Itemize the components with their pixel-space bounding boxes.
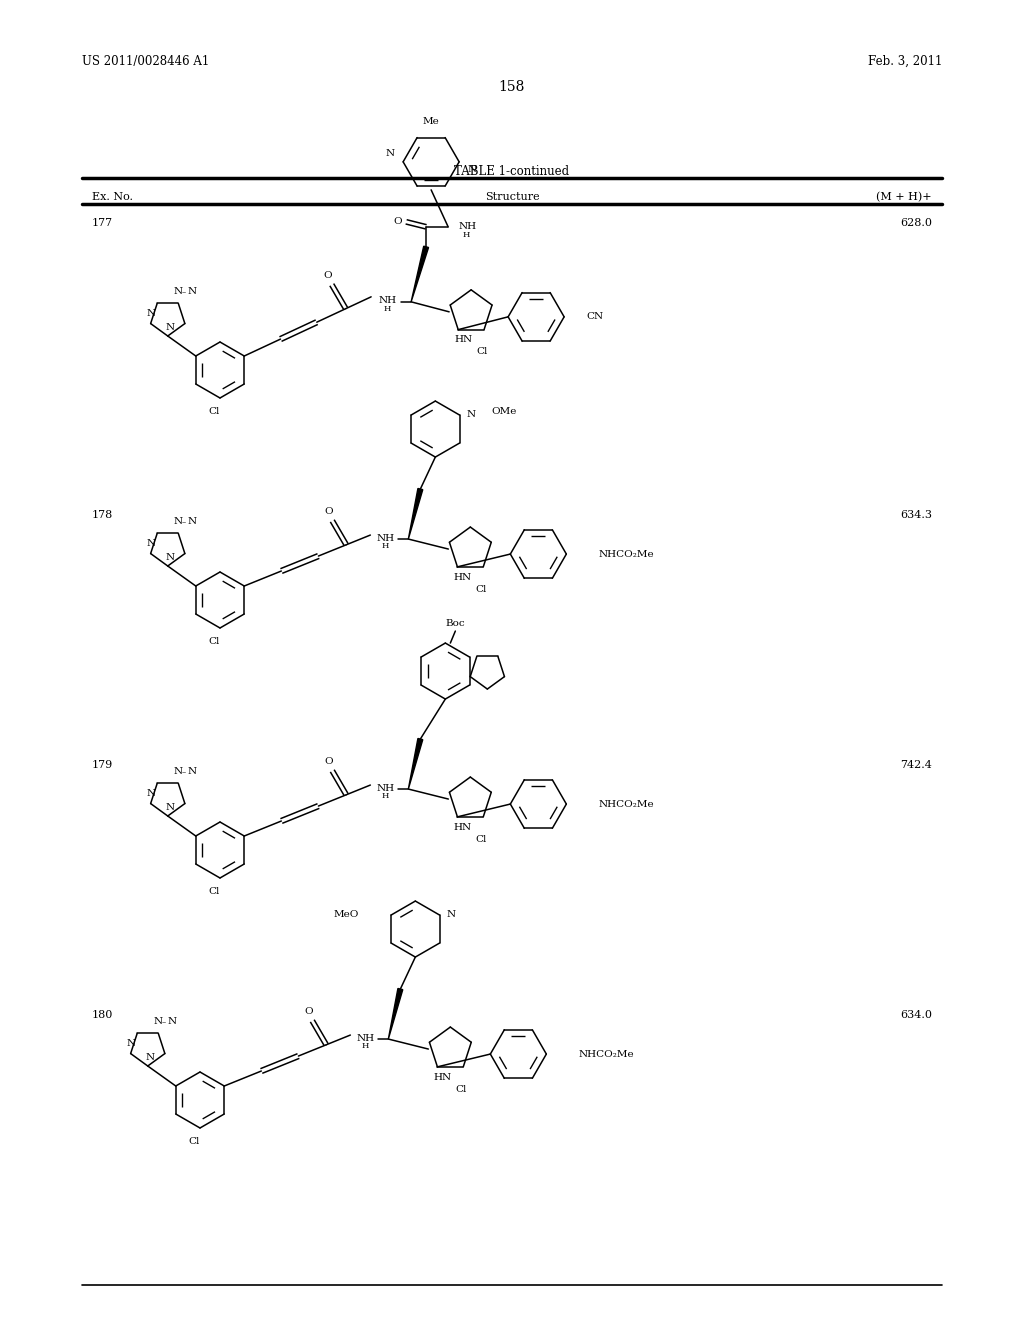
Text: H: H	[383, 305, 391, 313]
Text: 742.4: 742.4	[900, 760, 932, 770]
Text: NHCO₂Me: NHCO₂Me	[598, 549, 654, 558]
Text: N: N	[146, 540, 156, 549]
Text: Cl: Cl	[188, 1137, 200, 1146]
Text: NH: NH	[376, 784, 394, 792]
Text: Cl: Cl	[475, 585, 486, 594]
Text: H: H	[382, 792, 389, 800]
Text: HN: HN	[454, 822, 471, 832]
Text: TABLE 1-continued: TABLE 1-continued	[455, 165, 569, 178]
Text: HN: HN	[433, 1073, 452, 1081]
Text: N: N	[165, 323, 174, 333]
Text: O: O	[394, 218, 402, 226]
Text: H: H	[462, 231, 470, 239]
Text: 178: 178	[92, 510, 114, 520]
Text: N: N	[146, 789, 156, 799]
Text: N: N	[467, 165, 476, 174]
Text: N: N	[167, 1018, 176, 1027]
Text: Cl: Cl	[476, 347, 487, 356]
Text: 158: 158	[499, 81, 525, 94]
Text: O: O	[304, 1007, 312, 1016]
Text: NH: NH	[356, 1034, 375, 1043]
Text: N: N	[187, 517, 197, 527]
Text: O: O	[324, 758, 333, 767]
Text: N: N	[187, 288, 197, 297]
Text: –: –	[181, 288, 186, 296]
Polygon shape	[388, 989, 402, 1039]
Text: N: N	[174, 288, 183, 297]
Text: HN: HN	[454, 335, 472, 345]
Text: Cl: Cl	[208, 636, 219, 645]
Polygon shape	[411, 246, 428, 302]
Text: Me: Me	[423, 117, 439, 127]
Text: (M + H)+: (M + H)+	[877, 191, 932, 202]
Polygon shape	[409, 488, 423, 539]
Text: NH: NH	[378, 296, 396, 305]
Text: N: N	[154, 1018, 163, 1027]
Text: N: N	[386, 149, 395, 158]
Text: OMe: OMe	[492, 407, 517, 416]
Text: Cl: Cl	[456, 1085, 467, 1093]
Text: N: N	[165, 553, 174, 562]
Text: Cl: Cl	[208, 407, 219, 416]
Text: H: H	[361, 1041, 369, 1049]
Text: NHCO₂Me: NHCO₂Me	[579, 1049, 634, 1059]
Text: CN: CN	[586, 313, 603, 321]
Text: 180: 180	[92, 1010, 114, 1020]
Text: N: N	[145, 1053, 155, 1063]
Polygon shape	[409, 738, 423, 789]
Text: Ex. No.: Ex. No.	[92, 191, 133, 202]
Text: NH: NH	[376, 533, 394, 543]
Text: US 2011/0028446 A1: US 2011/0028446 A1	[82, 55, 209, 69]
Text: –: –	[181, 517, 186, 525]
Text: N: N	[187, 767, 197, 776]
Text: NH: NH	[458, 222, 476, 231]
Text: 628.0: 628.0	[900, 218, 932, 228]
Text: O: O	[324, 271, 332, 280]
Text: N: N	[127, 1040, 136, 1048]
Text: N: N	[174, 517, 183, 527]
Text: N: N	[146, 309, 156, 318]
Text: N: N	[467, 409, 476, 418]
Text: H: H	[382, 543, 389, 550]
Text: 634.3: 634.3	[900, 510, 932, 520]
Text: MeO: MeO	[334, 909, 359, 919]
Text: –: –	[181, 768, 186, 776]
Text: 179: 179	[92, 760, 114, 770]
Text: NHCO₂Me: NHCO₂Me	[598, 800, 654, 809]
Text: 177: 177	[92, 218, 113, 228]
Text: Structure: Structure	[484, 191, 540, 202]
Text: Feb. 3, 2011: Feb. 3, 2011	[867, 55, 942, 69]
Text: N: N	[174, 767, 183, 776]
Text: Boc: Boc	[445, 619, 465, 627]
Text: N: N	[165, 804, 174, 813]
Text: Cl: Cl	[208, 887, 219, 895]
Text: 634.0: 634.0	[900, 1010, 932, 1020]
Text: Cl: Cl	[475, 834, 486, 843]
Text: O: O	[324, 507, 333, 516]
Text: HN: HN	[454, 573, 471, 582]
Text: –: –	[162, 1018, 166, 1026]
Text: N: N	[446, 909, 456, 919]
